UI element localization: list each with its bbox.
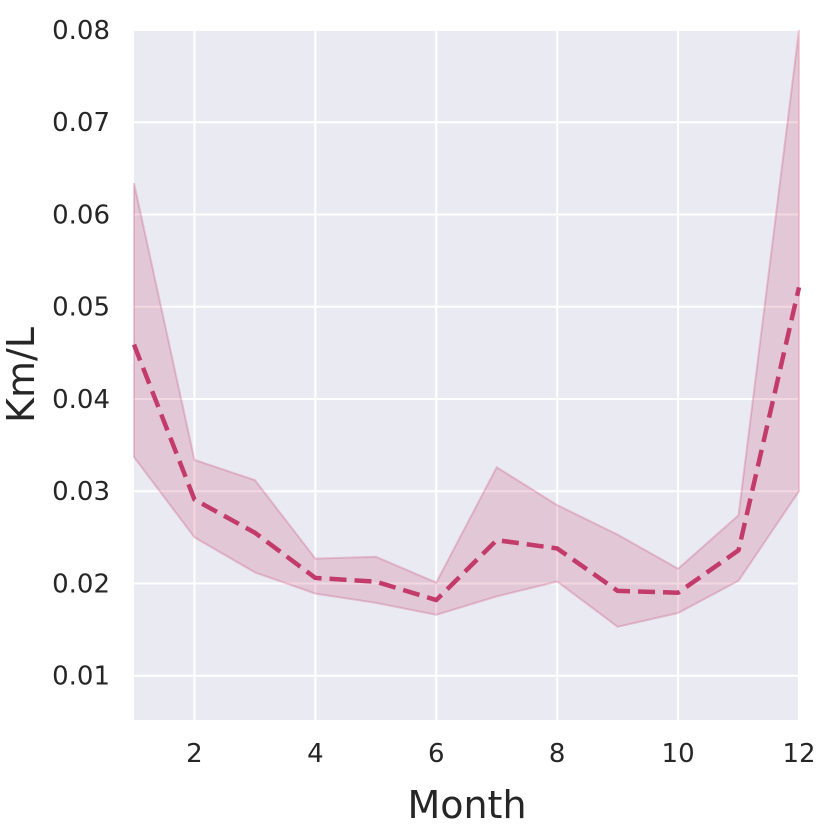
y-tick-label: 0.06	[52, 200, 110, 230]
y-tick-label: 0.07	[52, 108, 110, 138]
x-tick-label: 6	[428, 739, 445, 769]
gridlines	[134, 29, 800, 720]
x-tick-label: 12	[782, 739, 815, 769]
y-tick-labels: 0.01 0.02 0.03 0.04 0.05 0.06 0.07 0.08	[52, 16, 110, 692]
x-tick-labels: 2 4 6 8 10 12	[186, 739, 815, 769]
y-tick-label: 0.03	[52, 477, 110, 507]
y-tick-label: 0.08	[52, 16, 110, 46]
x-axis-label: Month	[407, 783, 526, 827]
x-tick-label: 8	[549, 739, 566, 769]
y-tick-label: 0.01	[52, 662, 110, 692]
y-tick-label: 0.02	[52, 569, 110, 599]
y-tick-label: 0.05	[52, 293, 110, 323]
confidence-band	[133, 29, 800, 628]
x-tick-label: 4	[307, 739, 324, 769]
x-tick-label: 10	[662, 739, 695, 769]
plot-area	[134, 30, 799, 720]
series-line	[131, 286, 802, 603]
y-axis-label: Km/L	[0, 327, 43, 423]
y-tick-label: 0.04	[52, 385, 110, 415]
x-tick-label: 2	[186, 739, 203, 769]
